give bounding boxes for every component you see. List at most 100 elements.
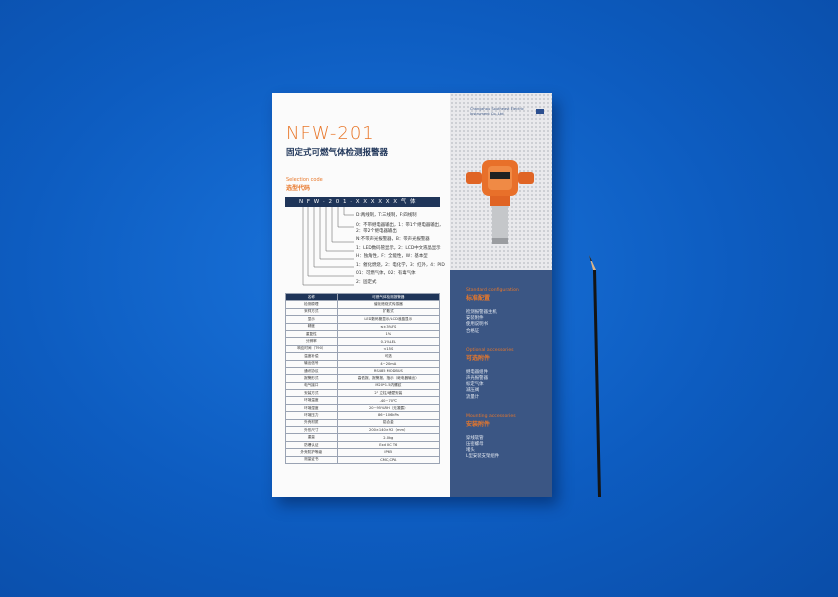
table-cell: 4~20mA xyxy=(336,359,441,368)
device-display xyxy=(490,172,510,179)
selection-option: 1：催化燃烧，2：电化学，3：红外，4：PID xyxy=(356,263,445,268)
logo xyxy=(536,109,544,114)
table-cell: Exd IIC T6 xyxy=(336,440,441,450)
table-cell: IP65 xyxy=(336,448,441,457)
table-cell: 2" 立柱/墙壁安装 xyxy=(336,389,441,398)
table-row: 测量证书 CMC,CPA xyxy=(285,455,441,465)
table-cell: RS485 MODBUS xyxy=(336,366,441,376)
selection-option: 1：LED数码管显示，2：LCD中文液晶显示 xyxy=(356,246,441,251)
table-row: 外壳材质 铝合金 xyxy=(285,418,441,428)
table-cell: 催化燃烧式传感器 xyxy=(336,300,441,309)
product-photo-panel: Changzhou Southeast Electric Instrument … xyxy=(450,93,552,270)
table-cell: 安装方式 xyxy=(285,389,338,398)
table-cell: 通讯协议 xyxy=(285,366,338,376)
pencil-body xyxy=(593,270,601,497)
table-cell: 扩散式 xyxy=(336,307,441,317)
table-header-cell: 名称 xyxy=(285,292,338,302)
table-row: 防爆认证 Exd IIC T6 xyxy=(285,440,441,450)
table-row: 外壳防护等级 IP65 xyxy=(285,448,441,457)
table-row: 分辨率 0.1%LEL xyxy=(285,337,441,346)
table-cell: 可选 xyxy=(336,352,441,361)
product-model: NFW-201 xyxy=(286,123,375,144)
table-row: 重复性 1% xyxy=(285,329,441,339)
table-cell: 采样方式 xyxy=(285,307,338,317)
selection-code: N F W · 2 0 1 · X X X X X X 气 体 xyxy=(285,197,440,207)
accessory-section: Optional accessories 可选附件 继电器组件 声光报警器 标定气体 减压… xyxy=(466,348,550,401)
table-cell: 环境压力 xyxy=(285,411,338,420)
product-name: 固定式可燃气体检测报警器 xyxy=(286,148,389,158)
table-row: 重量 2.0kg xyxy=(285,433,441,442)
table-row: 通讯协议 RS485 MODBUS xyxy=(285,366,441,376)
table-cell: 环境湿度 xyxy=(285,403,338,413)
sensor-body xyxy=(492,206,508,242)
table-row: 报警形式 高低报、报警报、指示（继电器输出） xyxy=(285,374,441,383)
selection-option: H：独角性，F：全能性，W：基本型 xyxy=(356,254,428,259)
table-cell: 重复性 xyxy=(285,329,338,339)
table-cell: 外壳防护等级 xyxy=(285,448,338,457)
accessories-panel: Standard configuration 标准配置 检测报警器主机 安装附件 使用说… xyxy=(450,270,552,497)
accessory-item: 标定气体 xyxy=(466,382,484,388)
table-cell: 检测原理 xyxy=(285,300,338,309)
table-cell: LED数码管显示/LCD液晶显示 xyxy=(336,315,441,324)
table-cell: 铝合金 xyxy=(336,418,441,428)
section-label-cn: 选型代码 xyxy=(286,185,311,192)
section-title-cn: 标准配置 xyxy=(466,295,491,302)
table-row: 检测原理 催化燃烧式传感器 xyxy=(285,300,441,309)
table-cell: 测量证书 xyxy=(285,455,338,465)
section-title-cn: 可选附件 xyxy=(466,354,491,362)
table-row: 电气接口 M20*1.5内螺纹 xyxy=(285,381,441,391)
table-cell: 温度补偿 xyxy=(285,352,338,361)
selection-option: 2：固定式 xyxy=(356,280,377,285)
table-cell: 精度 xyxy=(285,322,338,331)
section-title-cn: 安装附件 xyxy=(466,420,491,428)
table-cell: 分辨率 xyxy=(285,337,338,346)
table-cell: 显示 xyxy=(285,315,338,324)
table-cell: <15S xyxy=(336,344,441,354)
table-cell: -40~70℃ xyxy=(336,396,441,405)
selection-option: N:不带声光报警器，B：带声光报警器 xyxy=(356,237,430,242)
sensor-cap xyxy=(492,238,508,244)
bracket-lines xyxy=(302,207,354,286)
table-cell: 外壳材质 xyxy=(285,418,338,428)
table-cell: 防爆认证 xyxy=(285,440,338,450)
table-cell: 电气接口 xyxy=(285,381,338,391)
accessory-item: 流量计 xyxy=(466,394,480,400)
table-cell: 高低报、报警报、指示（继电器输出） xyxy=(336,374,441,383)
table-row: 采样方式 扩散式 xyxy=(285,307,441,317)
table-row: 环境温度 -40~70℃ xyxy=(285,396,441,405)
selection-option: 0：不带继电器输出，1：带1个继电器输出， xyxy=(356,223,444,228)
section-title-en: Optional accessories xyxy=(466,347,514,353)
table-row: 外形尺寸 200×140×92（mm） xyxy=(285,426,441,435)
table-cell: 输出信号 xyxy=(285,359,338,368)
table-cell: 外形尺寸 xyxy=(285,426,338,435)
table-row: 显示 LED数码管显示/LCD液晶显示 xyxy=(285,315,441,324)
table-row: 安装方式 2" 立柱/墙壁安装 xyxy=(285,389,441,398)
accessory-item: 穿线软管 xyxy=(466,435,484,441)
table-row: 环境压力 86~106kPa xyxy=(285,411,441,420)
device-neck xyxy=(490,196,510,206)
table-cell: 报警形式 xyxy=(285,374,338,383)
table-row: 温度补偿 可选 xyxy=(285,352,441,361)
table-cell: 环境温度 xyxy=(285,396,338,405)
table-cell: 0.1%LEL xyxy=(336,337,441,346)
selection-option: 01：可燃气体，02：有毒气体 xyxy=(356,271,416,276)
accessory-item: L型安装支架组件 xyxy=(466,454,500,460)
device-gland-left xyxy=(466,172,482,184)
accessory-item: 使用说明书 xyxy=(466,322,488,328)
table-header-cell: 可燃气体检测报警器 xyxy=(336,292,441,302)
table-cell: 86~106kPa xyxy=(336,411,441,420)
device-gland-right xyxy=(518,172,534,184)
table-row: 响应时间（T90） <15S xyxy=(285,344,441,354)
table-row: 精度 ≤±3%FS xyxy=(285,322,441,331)
accessory-item: 减压阀 xyxy=(466,388,480,394)
table-cell: ≤±3%FS xyxy=(336,322,441,331)
accessory-item: 安装附件 xyxy=(466,316,484,322)
section-title-en: Mounting accessories xyxy=(466,413,516,419)
spec-table: 名称 可燃气体检测报警器 检测原理 催化燃烧式传感器 采样方式 扩散式 显示 LED数码管显示… xyxy=(285,292,441,465)
table-row: 环境湿度 20~95%RH（无凝露） xyxy=(285,403,441,413)
company-name: Changzhou Southeast Electric Instrument … xyxy=(470,107,524,116)
table-cell: 200×140×92（mm） xyxy=(336,426,441,435)
accessory-section: Standard configuration 标准配置 检测报警器主机 安装附件 使用说… xyxy=(466,288,550,335)
